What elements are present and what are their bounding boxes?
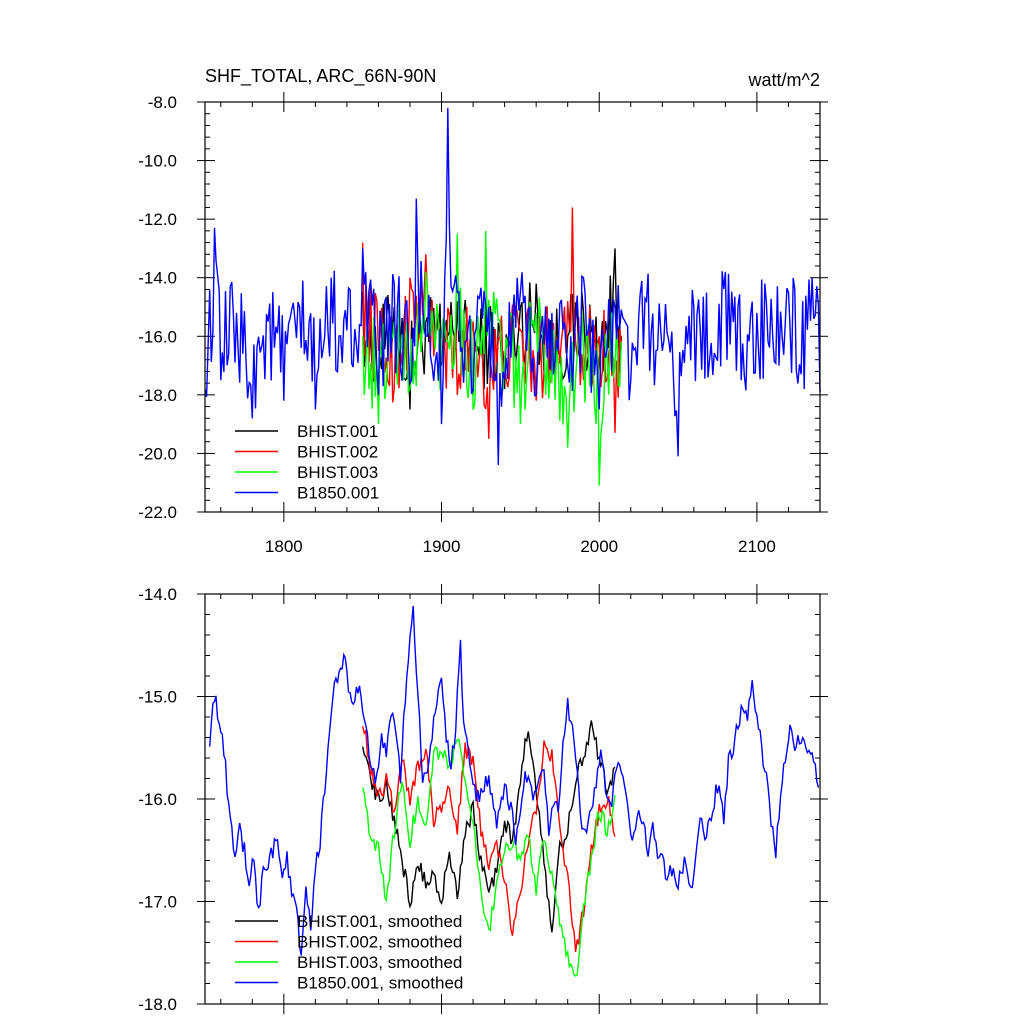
chart-title: SHF_TOTAL, ARC_66N-90N <box>205 66 436 87</box>
y-tick-label: -8.0 <box>148 93 177 112</box>
bottom-y-ticks: -18.0 -17.0 -16.0 -15.0 -14.0 <box>138 585 828 1014</box>
y-tick-label: -20.0 <box>138 444 177 463</box>
x-tick-label: 2100 <box>738 537 776 556</box>
legend-label: B1850.001 <box>297 484 379 503</box>
y-tick-label: -15.0 <box>138 688 177 707</box>
top-plot-frame <box>204 101 821 513</box>
top-panel: SHF_TOTAL, ARC_66N-90N watt/m^2 1800 1900… <box>138 66 828 556</box>
units-label: watt/m^2 <box>748 70 820 90</box>
legend-label: BHIST.003, smoothed <box>297 953 462 972</box>
series-line-bhist-003 <box>362 230 622 486</box>
y-tick-label: -16.0 <box>138 790 177 809</box>
series-line-b1850-001-smoothed <box>209 605 820 956</box>
bottom-plot-frame <box>204 593 821 1005</box>
y-tick-label: -14.0 <box>138 585 177 604</box>
legend-label: BHIST.001, smoothed <box>297 912 462 931</box>
x-tick-label: 1900 <box>423 537 461 556</box>
top-y-ticks: -22.0 -20.0 -18.0 -16.0 -14.0 -12.0 -10.0 -8.0 <box>138 93 828 522</box>
legend-label: BHIST.003 <box>297 463 378 482</box>
y-tick-label: -18.0 <box>138 995 177 1014</box>
legend-label: BHIST.001 <box>297 422 378 441</box>
y-tick-label: -12.0 <box>138 210 177 229</box>
series-line-bhist-001-smoothed <box>362 720 616 933</box>
top-x-ticks: 1800 1900 2000 2100 <box>220 92 821 556</box>
y-tick-label: -18.0 <box>138 386 177 405</box>
series-line-bhist-003-smoothed <box>362 738 616 978</box>
bottom-legend: BHIST.001, smoothed BHIST.002, smoothedBH… <box>235 912 463 993</box>
x-tick-label: 1800 <box>265 537 303 556</box>
x-tick-label: 2000 <box>580 537 618 556</box>
y-tick-label: -10.0 <box>138 152 177 171</box>
y-tick-label: -17.0 <box>138 893 177 912</box>
y-tick-label: -16.0 <box>138 327 177 346</box>
bottom-series <box>209 605 820 978</box>
legend-label: B1850.001, smoothed <box>297 974 463 993</box>
top-series <box>204 107 821 486</box>
legend-label: BHIST.002, smoothed <box>297 933 462 952</box>
y-tick-label: -22.0 <box>138 503 177 522</box>
series-line-b1850-001 <box>204 107 821 466</box>
series-line-bhist-002-smoothed <box>362 725 616 952</box>
legend-label: BHIST.002 <box>297 443 378 462</box>
bottom-panel: -18.0 -17.0 -16.0 -15.0 -14.0 BHIST.001, smo… <box>138 584 828 1014</box>
y-tick-label: -14.0 <box>138 269 177 288</box>
